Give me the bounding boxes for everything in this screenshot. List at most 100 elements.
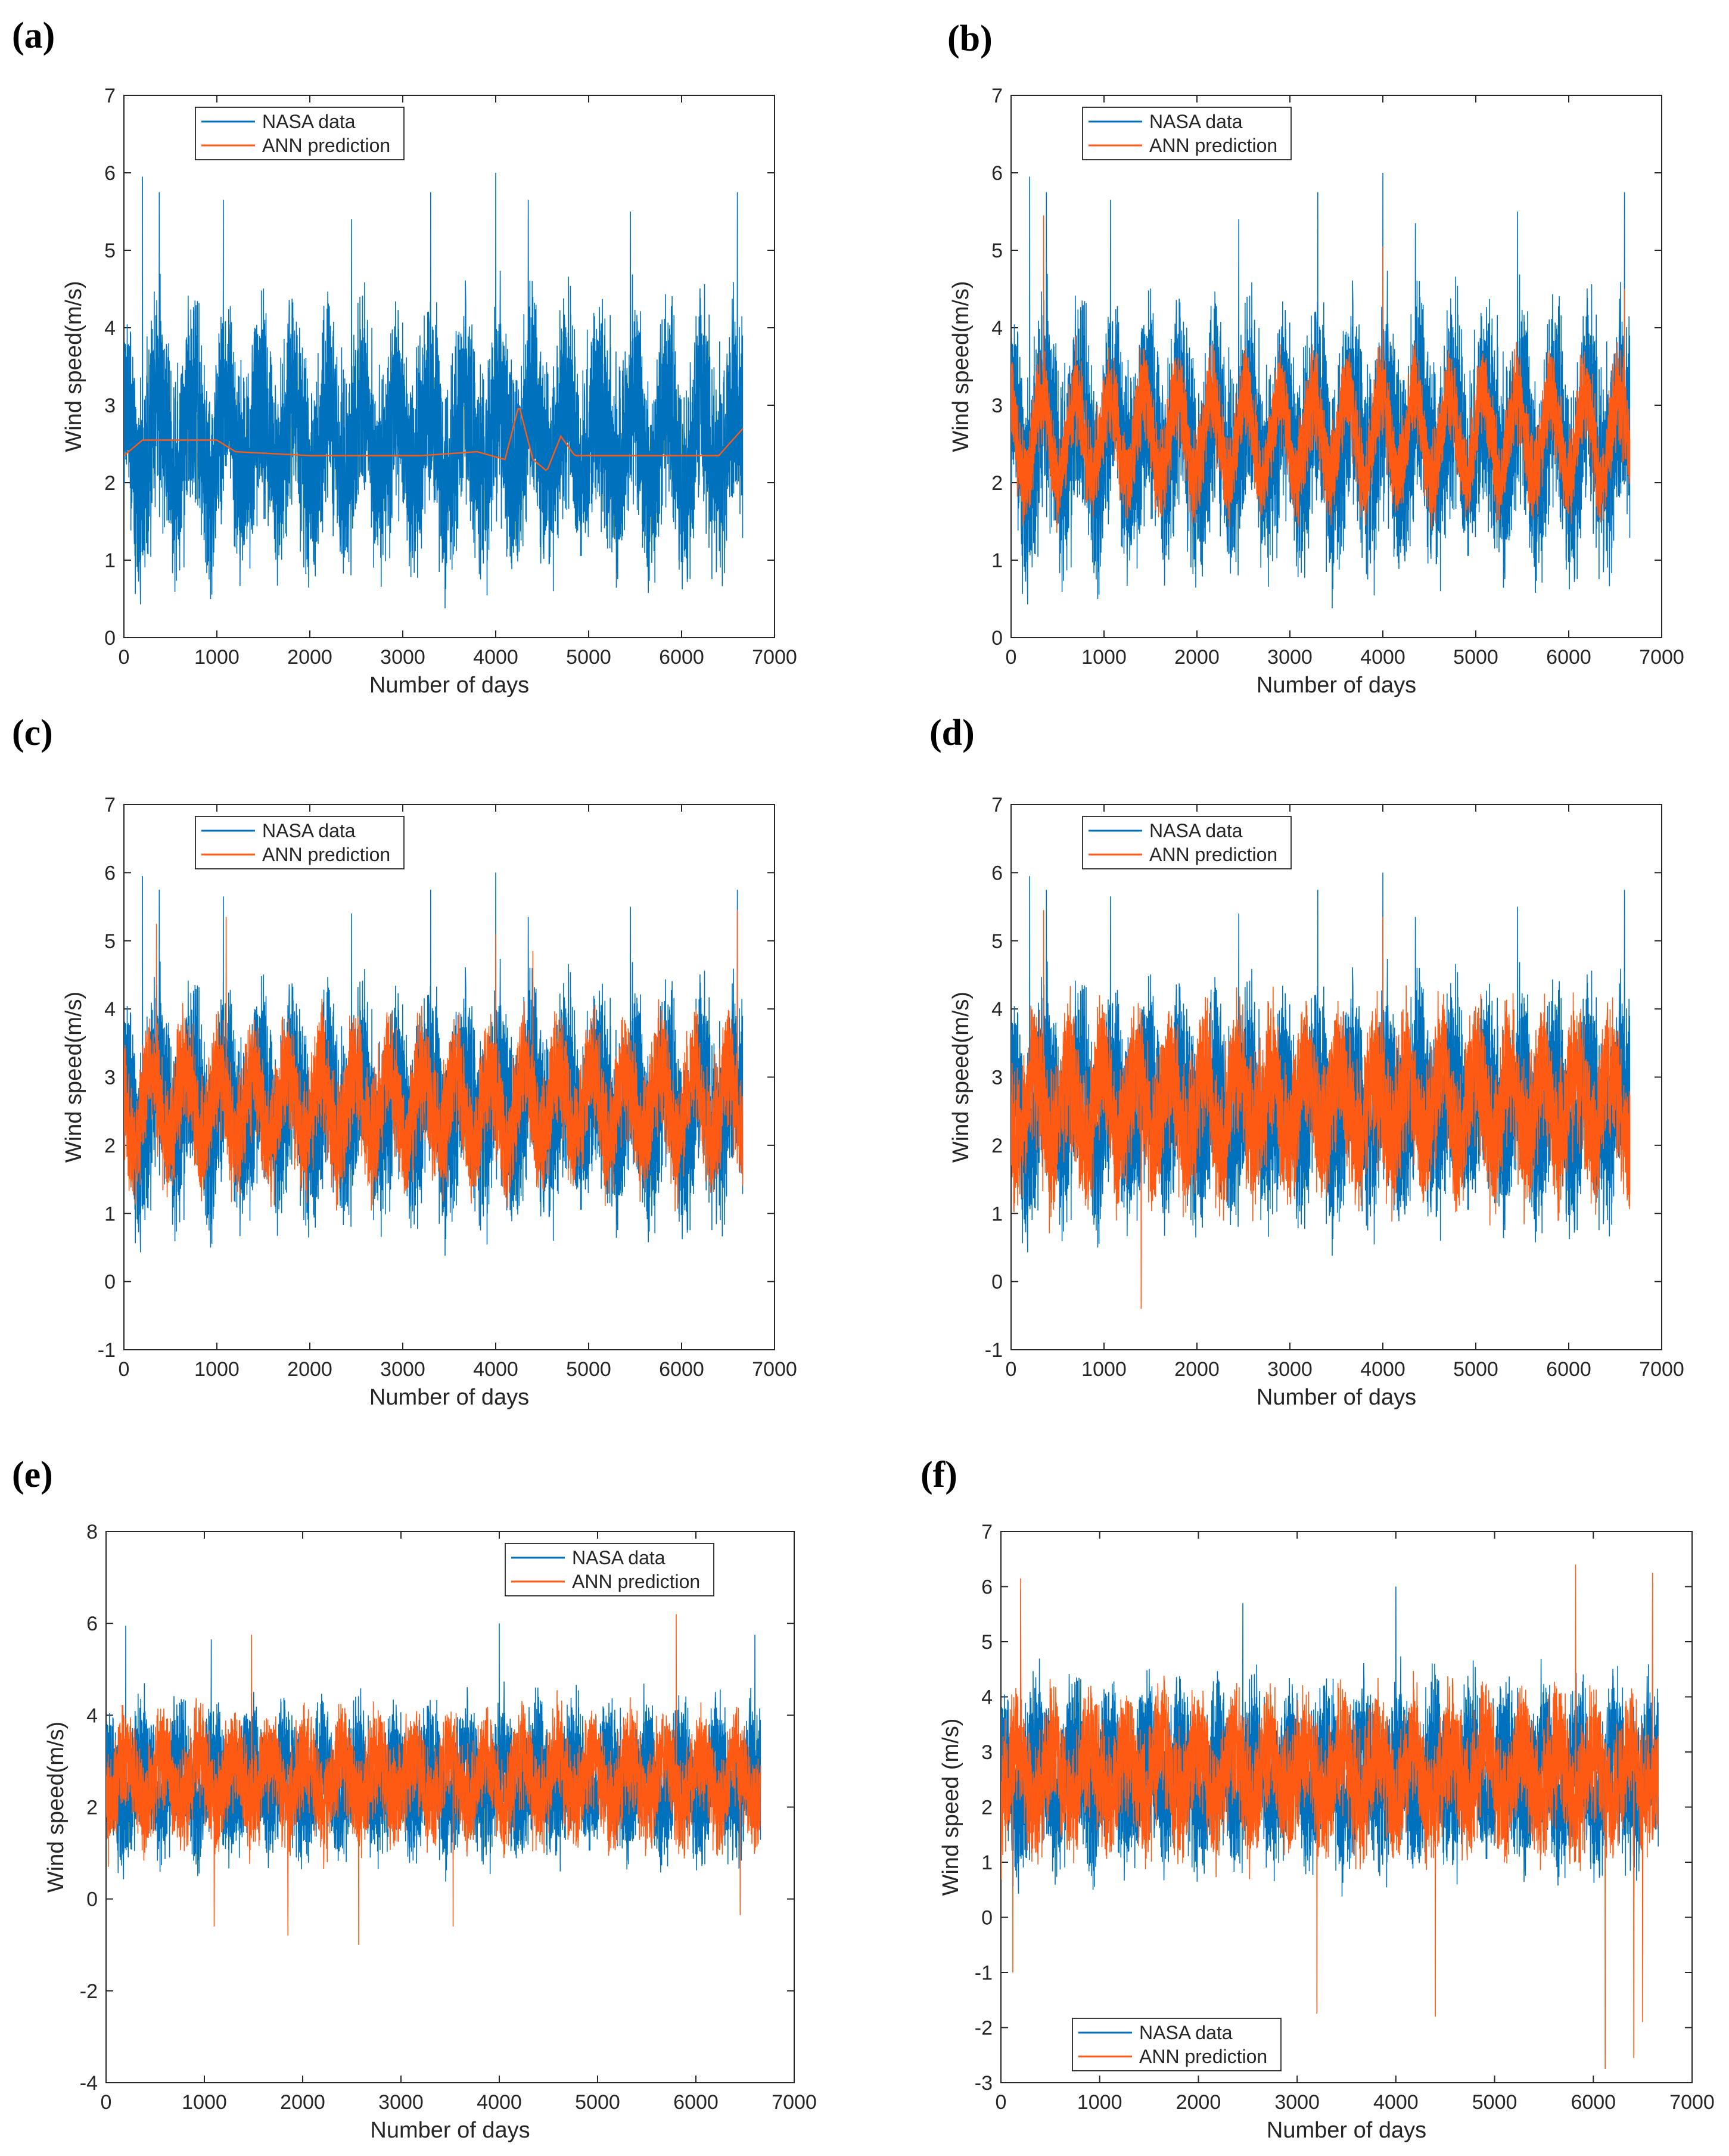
legend: NASA data ANN prediction [195,107,405,160]
legend-label-ann-prediction: ANN prediction [1139,2046,1267,2067]
x-tick-label: 5000 [575,2091,620,2114]
y-tick-label: 5 [991,930,1003,953]
legend-box [195,107,405,160]
legend-label-ann-prediction: ANN prediction [1149,844,1277,865]
y-tick-label: 4 [104,998,116,1021]
x-tick-label: 5000 [1453,646,1498,669]
x-tick-label: 7000 [1639,1358,1684,1381]
y-tick-label: 5 [104,930,116,953]
legend-box [195,816,405,869]
x-tick-label: 6000 [659,1358,704,1381]
y-tick-label: 6 [991,162,1003,185]
x-tick-label: 1000 [182,2091,227,2114]
legend-label-ann-prediction: ANN prediction [1149,135,1277,156]
x-tick-label: 1000 [194,1358,240,1381]
x-tick-label: 0 [119,646,130,669]
x-axis-label: Number of days [1257,1385,1416,1410]
y-tick-label: 5 [104,240,116,262]
series-line-ann-prediction [1011,910,1631,1309]
legend: NASA data ANN prediction [1082,816,1292,869]
y-tick-label: 6 [104,862,116,884]
y-tick-label: 0 [991,627,1003,650]
y-tick-label: 2 [981,1797,993,1819]
chart-panel-c: (c)0 1000 2000 3000 4000 5000 6000 7000-1012345… [12,713,797,1410]
chart-panel-d: (d)0 1000 2000 3000 4000 5000 6000 7000-1012345… [929,713,1684,1410]
x-axis-label: Number of days [369,1385,529,1410]
x-tick-label: 6000 [673,2091,719,2114]
y-tick-label: 7 [991,794,1003,816]
x-tick-label: 5000 [1472,2091,1517,2114]
y-tick-label: 4 [104,317,116,340]
y-tick-label: 4 [991,317,1003,340]
x-axis-label: Number of days [370,2118,530,2143]
y-tick-label: 8 [86,1521,98,1543]
y-tick-label: 2 [86,1797,98,1819]
y-tick-label: 3 [991,1067,1003,1089]
series-line-ann-prediction [124,408,744,471]
x-tick-label: 3000 [1267,646,1313,669]
x-tick-label: 6000 [1571,2091,1616,2114]
x-tick-label: 2000 [287,1358,332,1381]
y-tick-label: 0 [86,1888,98,1911]
panel-label-a: (a) [12,15,55,56]
chart-panel-e: (e) 0 1000 2000 3000 4000 5000 6000 7000 -4 -2 0 2 4 6… [12,1455,817,2143]
y-tick-label: 3 [104,394,116,417]
y-axis-label: Wind speed(m/s) [949,992,974,1163]
x-tick-label: 6000 [1546,646,1591,669]
y-axis-label: Wind speed (m/s) [938,1719,963,1896]
y-tick-label: -4 [80,2072,98,2095]
legend-label-nasa-data: NASA data [1139,2022,1233,2043]
x-tick-label: 4000 [1373,2091,1419,2114]
y-tick-label: 7 [981,1521,993,1543]
x-tick-label: 4000 [1360,1358,1405,1381]
x-tick-label: 5000 [566,646,611,669]
y-tick-label: 0 [104,1271,116,1294]
y-tick-label: 4 [981,1686,993,1709]
y-tick-label: 2 [991,472,1003,495]
y-tick-label: 4 [991,998,1003,1021]
panel-label-e: (e) [12,1455,53,1495]
x-tick-label: 0 [1006,1358,1017,1381]
y-tick-label: 4 [86,1704,98,1727]
y-tick-label: 1 [991,1203,1003,1225]
x-tick-label: 5000 [1453,1358,1498,1381]
x-tick-label: 1000 [1077,2091,1122,2114]
x-tick-label: 3000 [1274,2091,1320,2114]
y-tick-label: 7 [104,794,116,816]
y-tick-label: 1 [981,1851,993,1874]
y-tick-label: -1 [975,1962,993,1984]
chart-panel-b: (b) 0 1000 2000 3000 4000 5000 6000 7000 0 1 2 3 4 5 6 7… [947,18,1684,698]
series-line-ann-prediction [106,1614,761,1945]
x-axis-label: Number of days [1257,673,1416,698]
y-tick-label: 5 [991,240,1003,262]
y-tick-label: 0 [981,1907,993,1930]
x-tick-label: 7000 [772,2091,817,2114]
x-axis-label: Number of days [369,673,529,698]
legend-label-nasa-data: NASA data [1149,111,1243,132]
y-tick-label: -2 [975,2017,993,2040]
y-tick-label: 3 [104,1067,116,1089]
y-tick-label: 1 [104,549,116,572]
panel-label-d: (d) [929,713,975,753]
x-tick-label: 0 [119,1358,130,1381]
y-axis-label: Wind speed(m/s) [949,281,974,452]
panel-label-f: (f) [921,1455,957,1495]
x-tick-label: 0 [1006,646,1017,669]
x-tick-label: 4000 [477,2091,522,2114]
x-tick-label: 1000 [1081,646,1127,669]
x-tick-label: 0 [996,2091,1007,2114]
x-tick-label: 6000 [659,646,704,669]
series-line-nasa-data [124,172,744,608]
y-tick-label: 3 [991,394,1003,417]
x-tick-label: 4000 [473,646,518,669]
y-tick-label: -1 [98,1339,116,1362]
legend: NASA data ANN prediction [1072,2018,1282,2071]
x-tick-label: 2000 [280,2091,325,2114]
y-tick-label: 2 [104,1135,116,1157]
legend: NASA data ANN prediction [505,1543,714,1596]
x-tick-label: 2000 [1176,2091,1221,2114]
series-line-ann-prediction [1001,1564,1659,2069]
legend: NASA data ANN prediction [1082,107,1292,160]
panel-label-c: (c) [12,713,53,753]
